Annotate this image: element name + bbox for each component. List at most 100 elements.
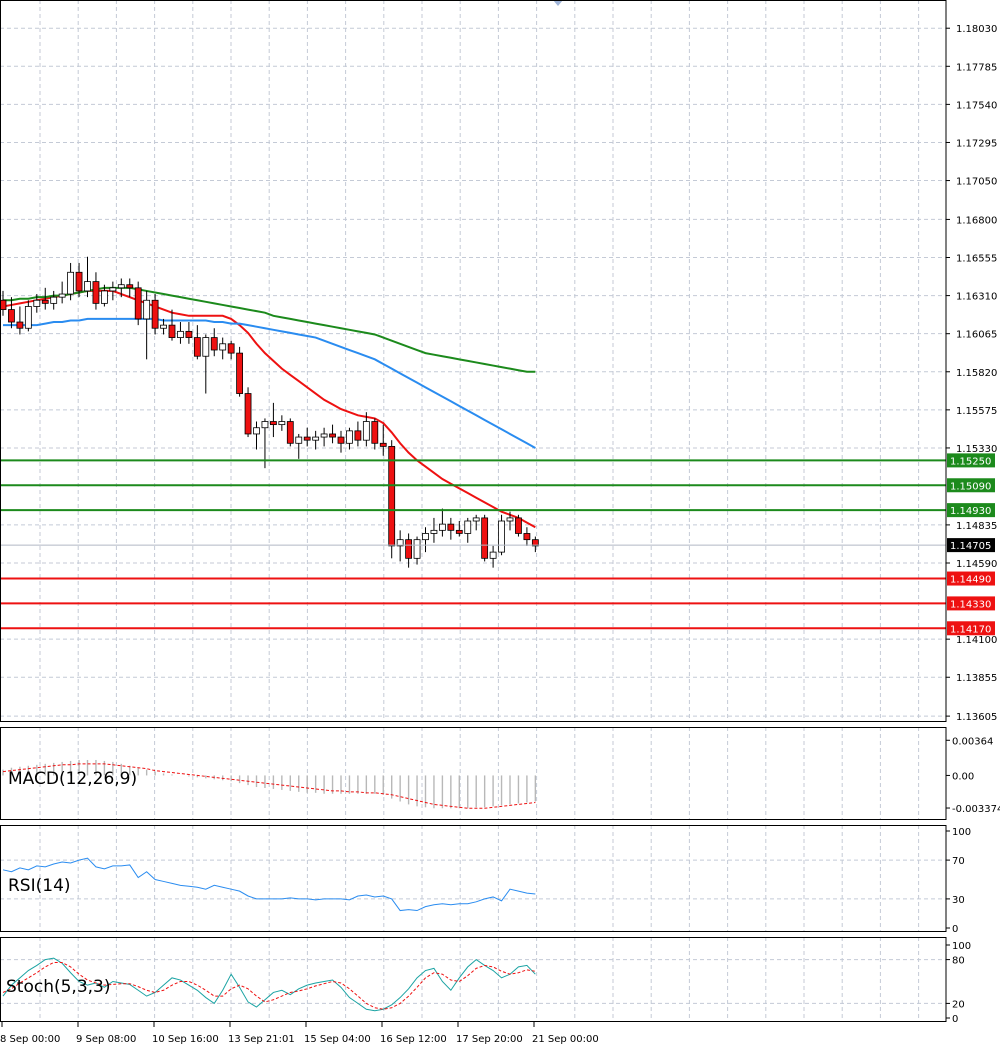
price-tick-label: 1.16065 — [956, 330, 997, 341]
candle-body — [346, 430, 353, 444]
macd-signal-line — [2, 763, 536, 809]
candle-body — [210, 337, 218, 351]
candle — [481, 514, 489, 562]
resistance-level-tag — [947, 478, 995, 493]
candle-body — [143, 299, 151, 320]
stochastic-tick-label: 80 — [952, 956, 965, 967]
price-tick-label: 1.15820 — [956, 368, 997, 379]
candle-body — [50, 296, 58, 304]
candle-body — [286, 421, 294, 444]
candle — [41, 287, 49, 310]
candle — [168, 309, 176, 341]
candle-body — [447, 523, 455, 531]
candle — [312, 430, 320, 450]
candle — [236, 346, 244, 397]
rsi-line — [2, 857, 536, 912]
rsi-panel — [2, 857, 536, 912]
candle — [75, 262, 83, 298]
candle-body — [269, 421, 277, 426]
candle-body — [168, 324, 176, 338]
candle-body — [379, 442, 387, 447]
candle — [523, 527, 531, 546]
candle-body — [472, 517, 480, 522]
time-tick-label: 17 Sep 20:00 — [456, 1034, 523, 1045]
candle — [506, 511, 514, 531]
candle — [143, 290, 151, 360]
candle-body — [396, 539, 404, 547]
candle-body — [58, 293, 66, 298]
candle-body — [92, 281, 100, 304]
current-price-tag — [947, 538, 995, 553]
candle — [67, 262, 74, 301]
price-tick-label: 1.15330 — [956, 444, 997, 455]
candle-body — [303, 436, 311, 441]
price-tick-label: 1.13855 — [956, 673, 997, 684]
candle-body — [413, 539, 421, 559]
candle — [151, 294, 159, 335]
candle — [346, 427, 353, 450]
candle-body — [430, 529, 438, 534]
candle-body — [117, 284, 125, 289]
candle-body — [455, 529, 463, 534]
candle — [0, 290, 7, 316]
panel-border — [0, 825, 947, 932]
macd-panel — [2, 759, 537, 809]
resistance-level-label: 1.15090 — [950, 481, 991, 492]
price-tick-label: 1.18030 — [956, 24, 997, 35]
candle — [177, 322, 184, 344]
support-level-label: 1.14170 — [950, 624, 991, 635]
candle — [515, 514, 522, 537]
candle — [295, 433, 303, 459]
time-tick-label: 9 Sep 08:00 — [76, 1034, 136, 1045]
candle-body — [126, 284, 134, 289]
price-tick-label: 1.16555 — [956, 254, 997, 265]
time-tick-label: 16 Sep 12:00 — [380, 1034, 447, 1045]
candle-body — [515, 517, 522, 534]
candle — [24, 300, 32, 332]
candle — [278, 415, 286, 431]
candle-body — [278, 421, 286, 426]
rsi-title: RSI(14) — [8, 876, 71, 896]
price-tick-label: 1.17295 — [956, 138, 997, 149]
candle — [430, 517, 438, 543]
candle — [362, 412, 370, 447]
candle-body — [354, 430, 362, 441]
price-tick-label: 1.14100 — [956, 635, 997, 646]
macd-tick-label: -0.003374 — [952, 804, 1000, 815]
candle-body — [362, 421, 370, 441]
candle-body — [160, 324, 167, 329]
candle — [126, 278, 134, 298]
candle-body — [337, 436, 345, 444]
price-tick-label: 1.15575 — [956, 406, 997, 417]
candle — [33, 294, 41, 313]
candle-body — [227, 343, 235, 354]
candle-body — [41, 299, 49, 304]
candle-body — [438, 523, 446, 531]
candle — [8, 297, 15, 329]
candle-body — [84, 281, 91, 292]
rsi-tick-label: 100 — [952, 827, 971, 838]
macd-tick-label: 0.00364 — [952, 736, 993, 747]
resistance-level-tag — [947, 453, 995, 468]
candle — [185, 322, 193, 344]
candle — [422, 527, 429, 553]
macd-title: MACD(12,26,9) — [8, 769, 137, 789]
resistance-level-tag — [947, 503, 995, 518]
candle-body — [329, 433, 336, 438]
candle — [489, 545, 497, 568]
stochastic-tick-label: 0 — [952, 1014, 958, 1025]
candle-body — [0, 299, 7, 310]
candle — [109, 281, 117, 301]
candle — [405, 533, 413, 568]
time-tick-label: 15 Sep 04:00 — [304, 1034, 371, 1045]
price-tick-label: 1.14835 — [956, 521, 997, 532]
candle — [193, 325, 201, 360]
rsi-tick-label: 30 — [952, 895, 965, 906]
candle-body — [261, 421, 269, 429]
candle-body — [185, 330, 193, 338]
time-tick-label: 13 Sep 21:01 — [228, 1034, 295, 1045]
stochastic-panel — [2, 957, 536, 1012]
